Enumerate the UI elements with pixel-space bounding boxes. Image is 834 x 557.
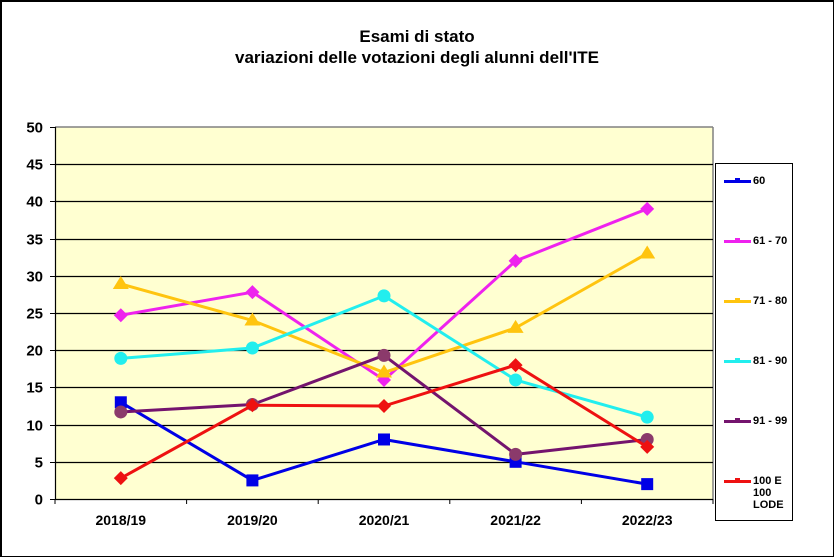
legend-label: 91 - 99 [753,415,788,427]
x-tick-label: 2018/19 [95,512,146,528]
legend-swatch-icon [724,354,751,368]
y-tick-label: 5 [35,455,43,472]
legend-item: 61 - 70 [724,234,793,248]
y-tick-label: 15 [26,380,43,397]
legend-swatch-icon [724,234,751,248]
series-100-e-100-lode [113,358,655,486]
x-tick-label: 2020/21 [359,512,410,528]
y-tick-label: 25 [26,306,43,323]
legend-label: 60 [753,175,766,187]
legend-item: 60 [724,174,793,188]
legend-swatch-icon [724,474,751,488]
x-tick-label: 2019/20 [227,512,278,528]
y-tick-label: 45 [26,157,43,174]
chart-title-line2: variazioni delle votazioni degli alunni … [235,48,599,67]
y-tick-label: 10 [26,418,43,435]
legend-item: 100 E 100 LODE [724,474,793,511]
legend-label: 61 - 70 [753,235,788,247]
legend-swatch-icon [724,174,751,188]
y-tick-label: 35 [26,232,43,249]
chart-title: Esami di stato variazioni delle votazion… [0,26,834,68]
chart-title-line1: Esami di stato [359,27,475,46]
legend-item: 71 - 80 [724,294,793,308]
series-60 [114,396,654,491]
legend-label: 100 E 100 LODE [753,475,784,511]
x-tick-label: 2021/22 [490,512,541,528]
y-tick-label: 50 [26,120,43,137]
legend: 60 61 - 70 71 - 80 81 - 90 91 - 99 100 E 100 … [715,163,793,521]
legend-item: 81 - 90 [724,354,793,368]
legend-swatch-icon [724,294,751,308]
y-tick-label: 20 [26,343,43,360]
legend-label: 71 - 80 [753,295,788,307]
y-tick-label: 30 [26,269,43,286]
y-tick-label: 0 [35,492,43,509]
series-71---80 [112,245,656,378]
legend-item: 91 - 99 [724,414,793,428]
y-tick-label: 40 [26,194,43,211]
legend-label: 81 - 90 [753,355,788,367]
legend-swatch-icon [724,414,751,428]
x-tick-label: 2022/23 [622,512,673,528]
